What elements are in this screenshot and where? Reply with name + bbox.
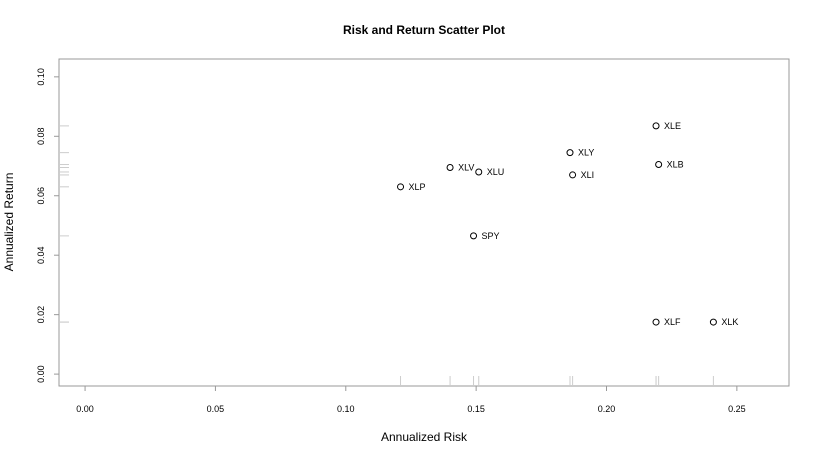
x-rug [400,376,714,386]
x-tick-label: 0.15 [467,404,485,414]
data-point-xle [652,122,660,130]
x-axis-label: Annualized Risk [381,430,468,444]
point-label-xlu: XLU [487,167,505,177]
point-label-xlk: XLK [721,317,738,327]
point-label-xlb: XLB [667,160,684,170]
point-label-xlf: XLF [664,317,681,327]
y-tick-label: 0.04 [36,246,46,264]
data-points: XLE XLY XLB XLV XLU XLI XLP SPY XLF XLK [397,121,738,327]
data-point-xlu [475,168,483,176]
point-label-spy: SPY [482,231,500,241]
y-tick-label: 0.00 [36,365,46,383]
y-tick-label: 0.08 [36,128,46,146]
y-axis: 0.00 0.02 0.04 0.06 0.08 0.10 [36,68,59,383]
data-point-xlv [446,164,454,172]
data-point-xlf [652,318,660,326]
point-label-xlp: XLP [409,182,426,192]
x-tick-label: 0.20 [598,404,616,414]
plot-frame [58,58,790,387]
chart-title: Risk and Return Scatter Plot [343,23,505,37]
y-rug [59,125,69,323]
data-point-xlk [709,318,717,326]
x-tick-label: 0.25 [728,404,746,414]
x-axis: 0.00 0.05 0.10 0.15 0.20 0.25 [76,386,746,414]
x-tick-label: 0.05 [207,404,225,414]
data-point-xlp [397,183,405,191]
point-label-xli: XLI [581,170,595,180]
y-tick-label: 0.02 [36,306,46,324]
data-point-xly [566,149,574,157]
y-tick-label: 0.10 [36,68,46,86]
point-label-xle: XLE [664,121,681,131]
point-label-xlv: XLV [458,163,474,173]
y-tick-label: 0.06 [36,187,46,205]
point-label-xly: XLY [578,148,594,158]
data-point-xlb [655,161,663,169]
data-point-spy [470,232,478,240]
y-axis-label: Annualized Return [2,173,16,272]
x-tick-label: 0.10 [337,404,355,414]
data-point-xli [569,171,577,179]
x-tick-label: 0.00 [76,404,94,414]
